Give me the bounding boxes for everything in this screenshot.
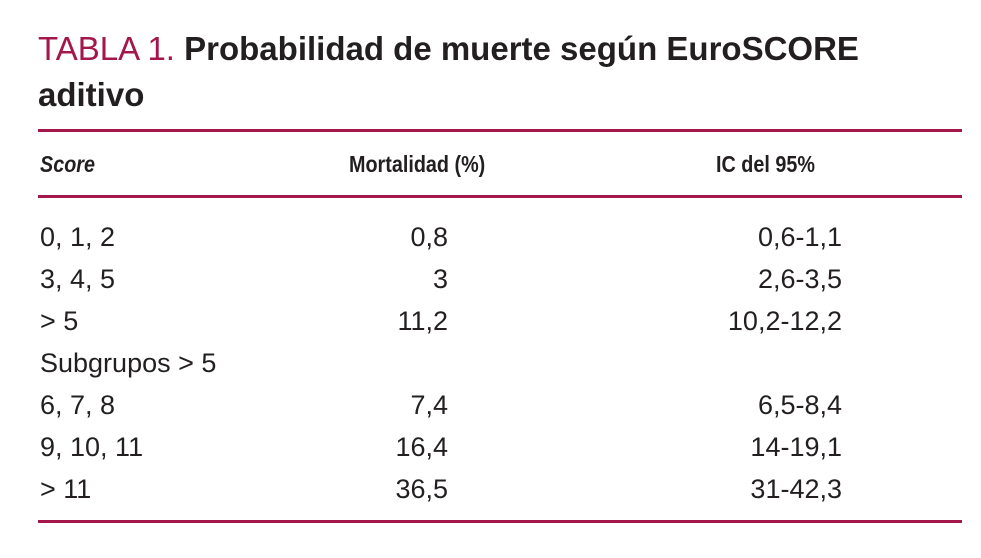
table-number-label: TABLA 1.	[38, 30, 175, 67]
cell-ci: 0,6-1,1	[757, 222, 842, 252]
cell-mortality: 7,4	[410, 390, 448, 420]
column-header-mortality: Mortalidad (%)	[349, 151, 486, 177]
cell-mortality: 0,8	[410, 222, 448, 252]
table-title: TABLA 1. Probabilidad de muerte según Eu…	[38, 26, 958, 118]
cell-mortality: 11,2	[397, 306, 448, 336]
table-row: > 5 11,2 10,2-12,2	[0, 300, 981, 342]
top-rule-divider	[38, 129, 962, 132]
header-rule-divider	[38, 195, 962, 198]
cell-ci: 10,2-12,2	[727, 306, 842, 336]
cell-ci: 2,6-3,5	[757, 264, 842, 294]
table-row: 0, 1, 2 0,8 0,6-1,1	[0, 216, 981, 258]
table-row: > 11 36,5 31-42,3	[0, 468, 981, 510]
cell-mortality: 16,4	[395, 432, 448, 462]
cell-score: Subgrupos > 5	[40, 348, 217, 378]
table-subgroup-row: Subgrupos > 5	[0, 342, 981, 384]
cell-score: > 5	[40, 306, 79, 336]
cell-score: 3, 4, 5	[40, 264, 116, 294]
cell-mortality: 3	[432, 264, 448, 294]
table-row: 3, 4, 5 3 2,6-3,5	[0, 258, 981, 300]
column-header-score: Score	[40, 151, 95, 177]
cell-score: > 11	[40, 474, 92, 504]
bottom-rule-divider	[38, 520, 962, 523]
cell-score: 6, 7, 8	[40, 390, 116, 420]
table-title-text: Probabilidad de muerte según EuroSCORE a…	[38, 30, 859, 113]
table-body: 0, 1, 2 0,8 0,6-1,1 3, 4, 5 3 2,6-3,5 > …	[0, 216, 981, 510]
column-header-ci: IC del 95%	[716, 151, 815, 177]
cell-ci: 6,5-8,4	[757, 390, 842, 420]
cell-mortality: 36,5	[395, 474, 448, 504]
cell-ci: 31-42,3	[750, 474, 842, 504]
table-row: 9, 10, 11 16,4 14-19,1	[0, 426, 981, 468]
cell-score: 9, 10, 11	[40, 432, 144, 462]
cell-score: 0, 1, 2	[40, 222, 116, 252]
table-row: 6, 7, 8 7,4 6,5-8,4	[0, 384, 981, 426]
cell-ci: 14-19,1	[750, 432, 842, 462]
